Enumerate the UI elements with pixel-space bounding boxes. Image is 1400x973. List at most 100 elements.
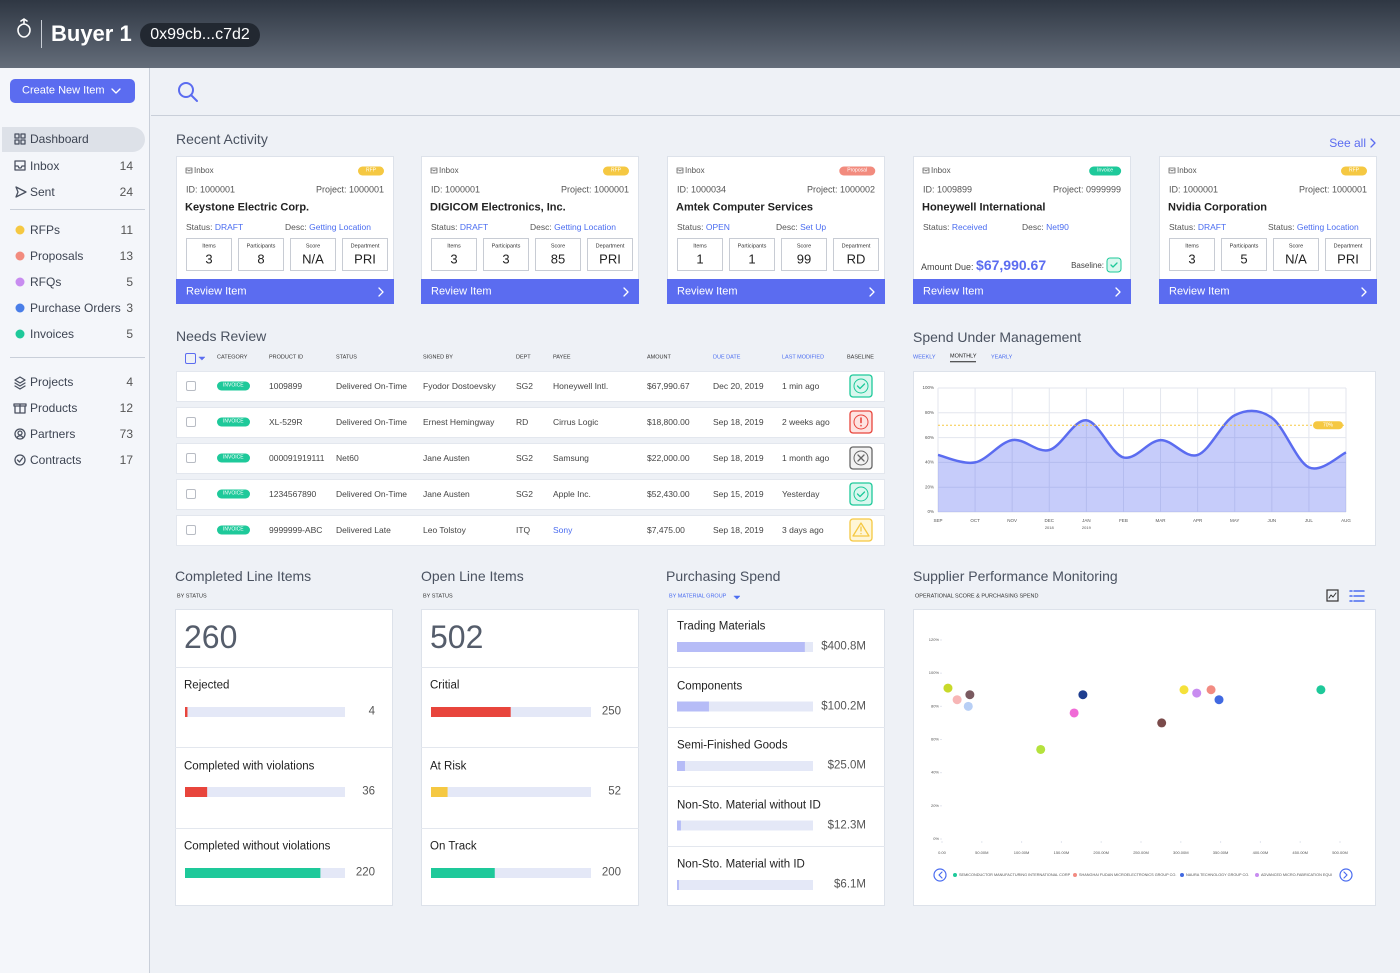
cell-status: Delivered On-Time — [336, 380, 408, 391]
types-label[interactable]: RFQs — [30, 275, 62, 289]
panel-divider — [175, 747, 393, 748]
desc-label: Desc: — [530, 221, 552, 232]
metric-box — [342, 238, 388, 271]
review-label[interactable]: Review Item — [1169, 285, 1230, 298]
metric-value: 1 — [748, 251, 756, 267]
card-amount: Amount Due: $67,990.67 — [921, 258, 1046, 272]
see-all-chevron — [1370, 138, 1376, 148]
metric-label: Department — [350, 243, 380, 250]
nav-label[interactable]: Sent — [30, 185, 55, 199]
chart-tab[interactable]: WEEKLY — [913, 354, 936, 361]
column-header: STATUS — [336, 354, 357, 361]
spend-panel — [667, 609, 885, 906]
types-count: 5 — [126, 327, 133, 341]
cell-dept: RD — [516, 416, 529, 427]
section-title: Purchasing Spend — [666, 568, 781, 584]
metric-value: 8 — [257, 251, 265, 267]
resources-label[interactable]: Products — [30, 401, 78, 415]
metric-label: Items — [693, 243, 707, 250]
status-panel — [175, 609, 393, 906]
metric-label: Department — [841, 243, 871, 250]
card-project: Project: 1000001 — [1298, 184, 1367, 195]
metric-label: Participants — [1229, 243, 1259, 250]
metric-box — [587, 238, 633, 271]
cell-dept: ITQ — [516, 524, 531, 535]
column-header[interactable]: DUE DATE — [713, 354, 741, 361]
cell-due-date: Sep 18, 2019 — [713, 416, 764, 427]
cell-status: Delivered Late — [336, 524, 391, 535]
metric-value: N/A — [302, 251, 324, 267]
metric-box — [781, 238, 827, 271]
cell-payee: Honeywell Intl. — [553, 380, 609, 391]
metric-label: Score — [1288, 243, 1304, 250]
status-panel — [421, 609, 639, 906]
card-desc: Desc: Net90 — [1022, 223, 1069, 232]
material-label: Trading Materials — [677, 620, 766, 633]
column-header: PRODUCT ID — [269, 354, 304, 361]
card-tag: RFP — [603, 166, 629, 176]
card-company: Honeywell International — [922, 201, 1046, 214]
see-all[interactable]: See all — [1329, 136, 1366, 150]
chart-title: Supplier Performance Monitoring — [913, 568, 1118, 584]
metric-value: 3 — [502, 251, 510, 267]
metric-value: 5 — [1240, 251, 1248, 267]
types-label[interactable]: Invoices — [30, 327, 75, 341]
card-folder: Inbox — [931, 166, 951, 175]
cell-signed-by: Fyodor Dostoevsky — [423, 380, 496, 391]
amount-label: Amount Due: — [921, 262, 974, 272]
types-label[interactable]: Proposals — [30, 249, 84, 263]
resources-count: 4 — [126, 375, 133, 389]
section-subtitle[interactable]: BY MATERIAL GROUP — [669, 593, 727, 600]
section-title: Recent Activity — [176, 131, 268, 147]
table-row — [176, 443, 885, 474]
header-title: Buyer 1 — [51, 21, 132, 46]
metric-box — [1221, 238, 1267, 271]
review-label[interactable]: Review Item — [186, 285, 247, 298]
nav-label[interactable]: Inbox — [30, 159, 60, 173]
cell-payee: Samsung — [553, 452, 589, 463]
resources-count: 73 — [119, 427, 133, 441]
panel-divider — [667, 667, 885, 668]
chart-tab[interactable]: MONTHLY — [950, 354, 977, 362]
status-label: On Track — [430, 840, 477, 853]
status-value: 200 — [601, 866, 621, 879]
resources-label[interactable]: Contracts — [30, 453, 82, 467]
desc-value: Getting Location — [554, 221, 617, 232]
column-header[interactable]: LAST MODIFIED — [782, 354, 825, 361]
review-label[interactable]: Review Item — [431, 285, 492, 298]
desc-value: Getting Location — [309, 221, 372, 232]
metric-value: RD — [846, 251, 866, 267]
card-project: Project: 1000001 — [315, 184, 384, 195]
review-button — [176, 279, 394, 304]
resources-label[interactable]: Projects — [30, 375, 74, 389]
card-id: ID: 1000001 — [1169, 184, 1219, 195]
status-value: OPEN — [705, 221, 730, 232]
section-title: Completed Line Items — [175, 568, 312, 584]
cell-amount: $67,990.67 — [647, 380, 690, 391]
create-button-label[interactable]: Create New Item — [22, 84, 105, 97]
card-folder: Inbox — [685, 166, 705, 175]
chart-tab[interactable]: YEARLY — [991, 354, 1013, 361]
types-label[interactable]: RFPs — [30, 223, 60, 237]
resources-count: 12 — [119, 401, 133, 415]
metric-value: 3 — [1188, 251, 1196, 267]
nav-count: 24 — [119, 185, 133, 199]
row-checkbox — [186, 525, 196, 535]
review-label[interactable]: Review Item — [923, 285, 984, 298]
metric-box — [729, 238, 775, 271]
column-header: CATEGORY — [217, 354, 248, 361]
panel-divider — [667, 845, 885, 847]
types-count: 13 — [119, 249, 133, 263]
resources-label[interactable]: Partners — [30, 427, 76, 441]
section-subtitle: BY STATUS — [423, 593, 453, 600]
cell-signed-by: Jane Austen — [423, 452, 470, 463]
material-label: Non-Sto. Material without ID — [677, 798, 821, 811]
review-label[interactable]: Review Item — [677, 285, 738, 298]
metric-box — [677, 238, 723, 271]
types-count: 3 — [126, 301, 133, 315]
nav-label[interactable]: Dashboard — [30, 132, 89, 146]
types-label[interactable]: Purchase Orders — [30, 301, 121, 315]
status-label: Status: — [923, 221, 950, 232]
category-pill: INVOICE — [217, 381, 250, 391]
card-status: Status: DRAFT — [186, 223, 243, 232]
